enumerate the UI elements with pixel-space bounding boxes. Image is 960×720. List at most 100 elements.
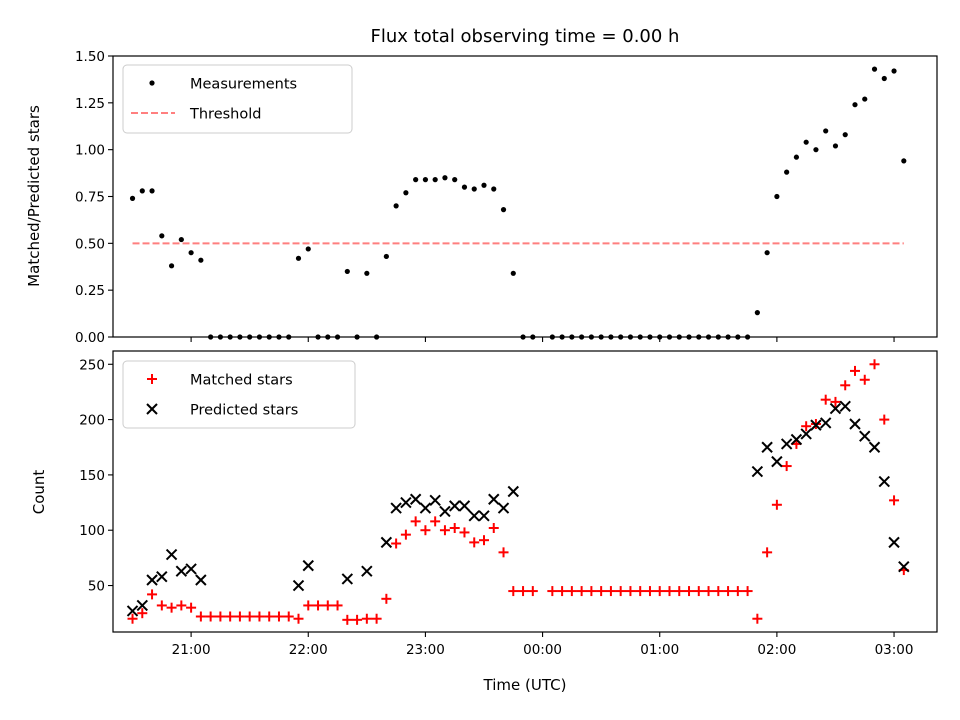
measurement-point [129,195,136,201]
x-tick-label: 22:00 [289,642,328,658]
top-legend-box [122,64,353,134]
matched-point [303,600,314,611]
predicted-point [136,599,148,612]
top-series-layer [129,66,907,340]
y-tick-label: 0.50 [75,236,105,252]
predicted-point [419,502,432,514]
matched-point [869,359,880,370]
matched-point [801,421,812,432]
matched-point [713,586,724,597]
matched-point [449,523,460,534]
matched-point [664,586,675,597]
measurement-point [510,270,516,276]
matched-point [742,586,753,597]
measurement-point [188,250,194,256]
measurement-point [901,158,907,164]
predicted-point [790,433,803,446]
top-axes-layer: 0.00 0.25 0.50 0.75 1.00 1.25 1.50 [75,49,895,346]
matched-point [498,547,509,558]
predicted-point [888,536,900,549]
x-tick-label: 00:00 [523,642,562,658]
bottom-legend: Matched stars Predicted stars [122,360,356,429]
predicted-point [829,402,842,415]
predicted-point [849,418,861,430]
matched-point [566,586,577,597]
measurement-point [491,186,497,192]
measurement-point [784,169,790,175]
matched-point [859,374,870,385]
top-legend: Measurements Threshold [122,64,353,134]
matched-point [137,608,148,619]
measurement-point [774,193,780,200]
matched-point [879,414,890,425]
matched-point [596,586,607,597]
predicted-point [341,573,354,585]
matched-point [518,586,529,597]
bottom-panel: Count Time (UTC) 50 100 150 200 250 21:00 22:0… [30,350,938,694]
measurement-point [139,188,145,194]
matched-point [693,586,704,597]
measurement-point [149,188,155,194]
predicted-point [185,563,197,575]
matched-point [147,589,158,600]
matched-point [557,586,568,597]
matched-point [762,547,773,558]
matched-point [127,613,138,624]
x-axis-label: Time (UTC) [483,676,567,694]
x-tick-label: 23:00 [406,642,445,658]
matched-point [469,537,480,548]
matched-point [644,586,655,597]
matched-point [186,602,197,613]
bottom-axes-layer: 50 100 150 200 250 21:00 22:00 23:00 00:00 01:00 0… [79,357,913,658]
predicted-point [409,493,422,505]
matched-point [576,586,587,597]
measurement-point [871,66,878,72]
matched-point [273,611,284,622]
predicted-point [478,510,490,522]
measurement-point [862,96,868,102]
matched-point [420,525,431,536]
predicted-point [400,496,412,509]
matched-point [176,600,187,611]
y-tick-label: 0.25 [75,283,105,299]
measurement-point [452,177,458,183]
x-tick-label: 02:00 [757,642,796,658]
predicted-point [458,500,471,512]
legend-threshold-label: Threshold [189,107,261,123]
y-tick-label: 1.25 [75,96,105,112]
matched-point [225,611,236,622]
predicted-point [195,574,207,586]
matched-point [215,611,226,622]
predicted-point [507,485,519,498]
measurement-point [383,253,389,260]
predicted-point [497,502,510,514]
predicted-point [761,441,773,453]
predicted-point [156,570,168,583]
matched-point [625,586,636,597]
predicted-point [439,505,451,518]
matched-point [313,600,324,611]
measurement-point [198,257,204,263]
x-tick-label: 21:00 [172,642,211,658]
matched-point [361,613,372,624]
measurement-point [403,190,409,196]
matched-point [889,495,900,506]
matched-point [674,586,685,597]
predicted-point [146,574,158,586]
measurement-point [178,236,184,243]
measurement-point [852,102,858,108]
matched-point [254,611,265,622]
y-tick-label: 250 [79,357,105,373]
measurement-point [500,207,507,213]
y-tick-label: 1.00 [75,143,105,159]
measurement-point [832,143,839,149]
y-tick-label: 0.00 [75,330,105,346]
matched-point [752,613,763,624]
measurement-point [159,233,165,239]
matched-point [723,586,734,597]
predicted-point [868,441,881,453]
matched-point [332,600,343,611]
measurement-point [432,177,438,183]
matched-point [654,586,665,597]
